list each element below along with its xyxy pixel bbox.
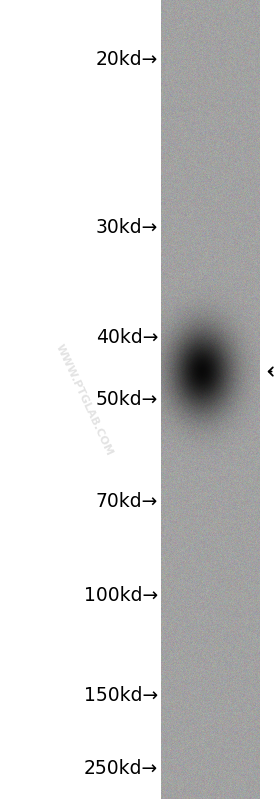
Text: 20kd→: 20kd→ bbox=[96, 50, 158, 70]
Text: 50kd→: 50kd→ bbox=[96, 390, 158, 409]
Text: 150kd→: 150kd→ bbox=[84, 686, 158, 705]
Text: 250kd→: 250kd→ bbox=[84, 759, 158, 778]
Text: 30kd→: 30kd→ bbox=[96, 218, 158, 237]
Text: 100kd→: 100kd→ bbox=[84, 586, 158, 605]
Text: WWW.PTGLAB.COM: WWW.PTGLAB.COM bbox=[54, 342, 114, 457]
Text: 70kd→: 70kd→ bbox=[96, 492, 158, 511]
Text: 40kd→: 40kd→ bbox=[96, 328, 158, 347]
